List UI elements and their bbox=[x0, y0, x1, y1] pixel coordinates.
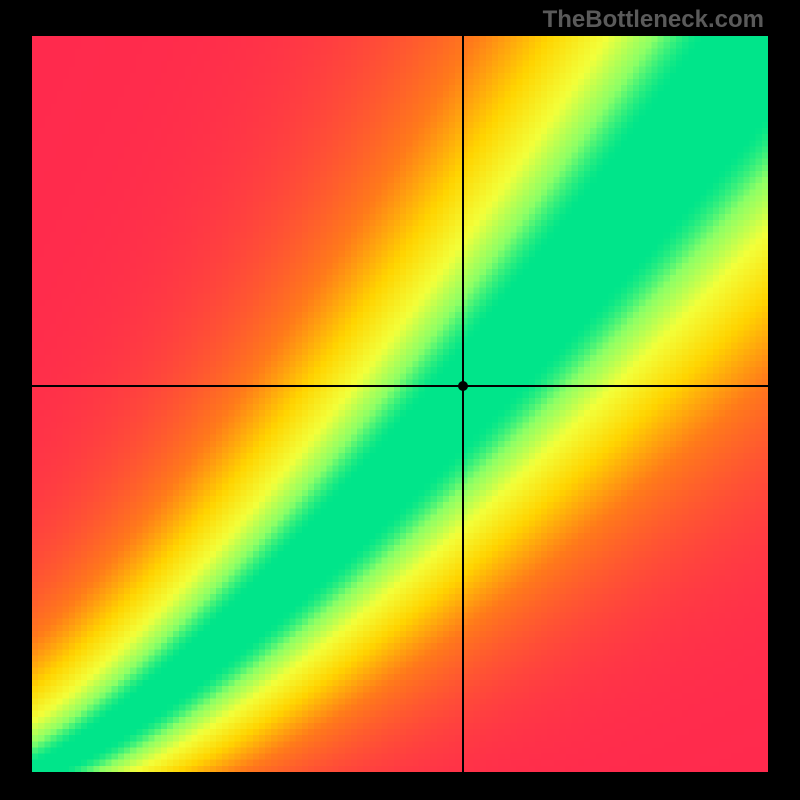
crosshair-horizontal-line bbox=[32, 385, 768, 387]
crosshair-vertical-line bbox=[462, 36, 464, 772]
watermark-text: TheBottleneck.com bbox=[543, 6, 764, 34]
crosshair-marker bbox=[458, 381, 468, 391]
bottleneck-heatmap bbox=[32, 36, 768, 772]
chart-container: TheBottleneck.com bbox=[0, 0, 800, 800]
